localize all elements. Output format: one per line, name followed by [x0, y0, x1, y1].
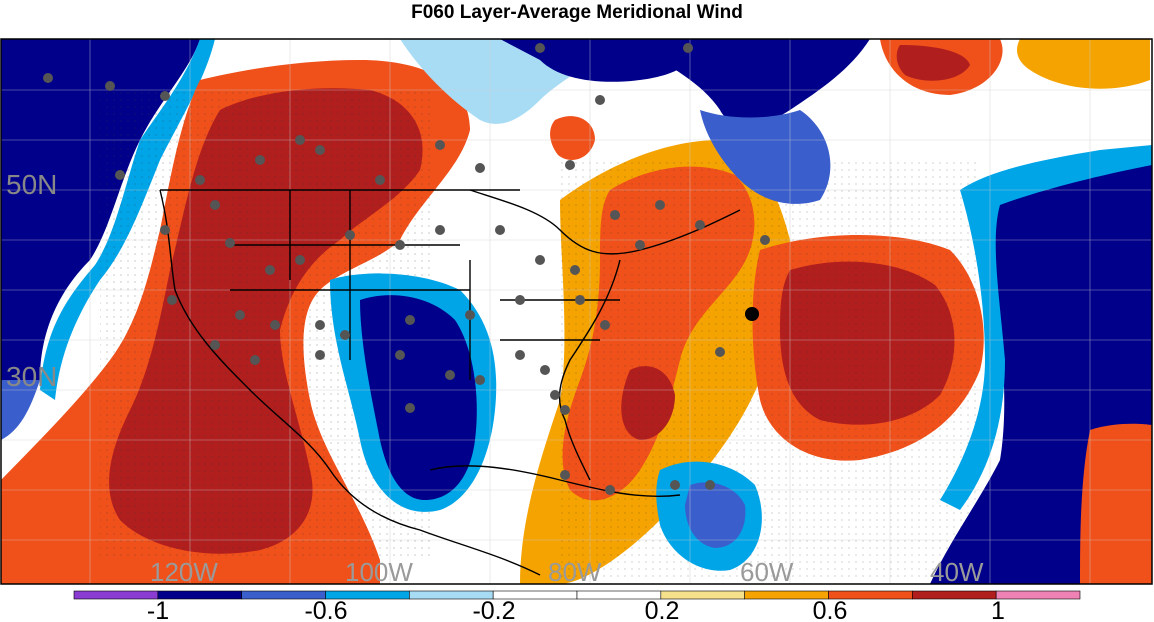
lon-label-60w: 60W [740, 557, 794, 587]
field-ne-dark-red [896, 45, 970, 81]
field-central-navy [360, 295, 477, 500]
field-ne-navy [620, 39, 870, 125]
colorbar-swatch [912, 590, 997, 600]
field-ne-orange [1017, 39, 1150, 89]
marker-dot [745, 307, 759, 321]
colorbar-swatch [995, 590, 1081, 600]
field-se-orange [1080, 423, 1152, 584]
lon-label-100w: 100W [345, 557, 413, 587]
lon-label-120w: 120W [150, 557, 218, 587]
station-dots [43, 43, 770, 495]
colorbar-tick-neg-0-6: -0.6 [304, 597, 347, 622]
map-frame [0, 38, 1153, 585]
colorbar-tick-neg-0-2: -0.2 [472, 597, 515, 622]
lon-label-40w: 40W [930, 557, 984, 587]
field-east-stipple [560, 160, 980, 580]
lon-label-80w: 80W [548, 557, 602, 587]
lat-label-30n: 30N [6, 361, 57, 392]
colorbar-tick-1: 1 [991, 597, 1005, 622]
map-title: F060 Layer-Average Meridional Wind [411, 2, 743, 23]
lat-label-50n: 50N [6, 169, 57, 200]
colorbar-swatch [157, 590, 242, 600]
colorbar [73, 590, 1081, 600]
field-sw-mid-blue [1, 380, 40, 440]
colorbar-tick-neg-1: -1 [147, 597, 169, 622]
field-east-cyan [940, 145, 1152, 510]
colorbar-tick-0-6: 0.6 [813, 597, 848, 622]
field-south-mid-blue [685, 482, 746, 548]
colorbar-swatch [73, 590, 159, 600]
field-ne-mid-blue [700, 110, 831, 204]
colorbar-tick-0-2: 0.2 [645, 597, 680, 622]
field-north-red [550, 116, 595, 160]
coastlines [159, 189, 741, 576]
